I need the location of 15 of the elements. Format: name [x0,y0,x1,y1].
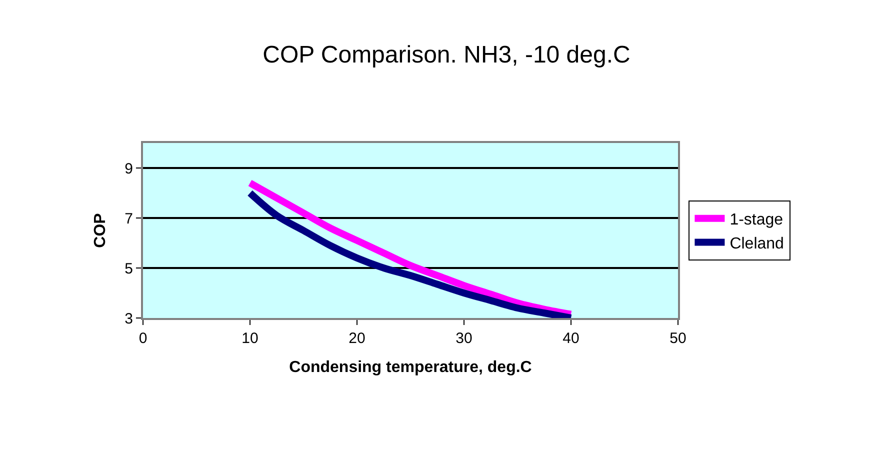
chart-title: COP Comparison. NH3, -10 deg.C [262,41,630,68]
x-tick-label: 40 [562,330,580,347]
legend-label: Cleland [730,235,784,252]
y-tick-label: 7 [124,210,133,228]
y-tick-label: 9 [124,160,133,178]
legend-label: 1-stage [730,212,784,229]
x-tick-label: 50 [670,330,686,347]
x-tick-label: 10 [242,330,258,347]
y-axis-title: COP [92,212,110,248]
y-tick-label: 5 [124,260,133,278]
x-axis-title: Condensing temperature, deg.C [289,359,532,376]
y-tick-label: 3 [124,310,133,328]
x-tick-label: 20 [348,330,366,347]
x-tick-label: 0 [138,330,148,347]
x-tick-label: 30 [456,330,472,347]
